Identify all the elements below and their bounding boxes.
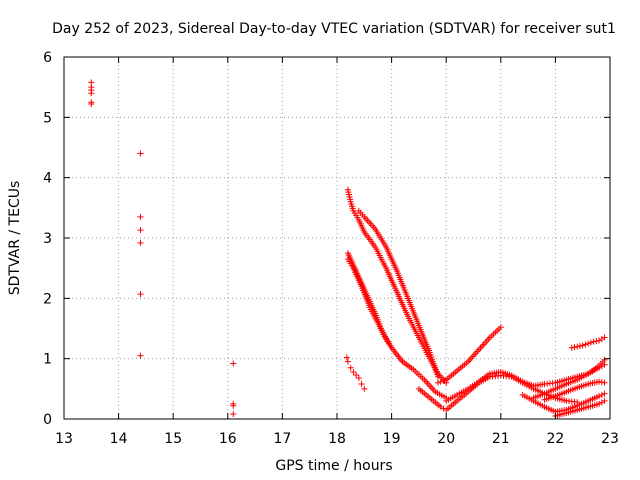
data-marker xyxy=(598,391,605,398)
data-point xyxy=(343,354,350,361)
y-tick-label: 0 xyxy=(43,412,52,428)
x-tick-label: 16 xyxy=(219,431,237,447)
data-point xyxy=(137,150,144,157)
grid-layer xyxy=(64,57,610,419)
data-point xyxy=(137,352,144,359)
data-point xyxy=(361,385,368,392)
data-marker xyxy=(587,339,594,346)
x-tick-label: 19 xyxy=(383,431,401,447)
data-point xyxy=(601,379,608,386)
data-marker xyxy=(437,378,444,385)
data-point xyxy=(355,374,362,381)
data-point xyxy=(574,343,581,350)
data-point xyxy=(88,101,95,108)
x-tick-label: 18 xyxy=(328,431,346,447)
data-point xyxy=(230,411,237,418)
x-tick-label: 17 xyxy=(273,431,291,447)
data-point xyxy=(137,227,144,234)
data-point xyxy=(88,90,95,97)
data-point xyxy=(596,337,603,344)
data-point xyxy=(358,381,365,388)
data-point xyxy=(230,360,237,367)
x-tick-label: 22 xyxy=(546,431,564,447)
data-point xyxy=(137,291,144,298)
data-point xyxy=(350,368,357,375)
y-axis-label: SDTVAR / TECUs xyxy=(7,181,23,296)
data-point xyxy=(596,393,603,400)
y-tick-label: 1 xyxy=(43,352,52,368)
data-marker xyxy=(593,338,600,345)
data-point xyxy=(568,344,575,351)
y-tick-label: 5 xyxy=(43,110,52,126)
x-axis-label: GPS time / hours xyxy=(275,458,392,474)
data-marker xyxy=(582,341,589,348)
y-tick-label: 2 xyxy=(43,291,52,307)
data-marker xyxy=(571,344,578,351)
y-tick-label: 3 xyxy=(43,231,52,247)
x-tick-label: 13 xyxy=(55,431,73,447)
data-point xyxy=(601,356,608,363)
x-tick-label: 21 xyxy=(492,431,510,447)
data-point xyxy=(497,324,504,331)
data-layer xyxy=(88,79,608,419)
data-point xyxy=(353,371,360,378)
data-point xyxy=(435,379,442,386)
data-point xyxy=(601,397,608,404)
data-point xyxy=(585,340,592,347)
y-tick-label: 4 xyxy=(43,171,52,187)
data-point xyxy=(590,338,597,345)
data-point xyxy=(596,378,603,385)
data-marker xyxy=(440,377,447,384)
data-point xyxy=(435,373,442,380)
data-point xyxy=(137,213,144,220)
x-tick-label: 15 xyxy=(164,431,182,447)
data-point xyxy=(347,364,354,371)
data-point xyxy=(137,239,144,246)
data-marker xyxy=(598,379,605,386)
x-tick-label: 23 xyxy=(601,431,619,447)
data-marker xyxy=(576,342,583,349)
data-point xyxy=(601,390,608,397)
x-tick-label: 14 xyxy=(110,431,128,447)
x-tick-label: 20 xyxy=(437,431,455,447)
data-marker xyxy=(598,336,605,343)
data-point xyxy=(230,402,237,409)
data-point xyxy=(579,342,586,349)
y-tick-label: 6 xyxy=(43,50,52,66)
data-point xyxy=(601,334,608,341)
data-point xyxy=(344,358,351,365)
chart-title: Day 252 of 2023, Sidereal Day-to-day VTE… xyxy=(52,21,616,37)
